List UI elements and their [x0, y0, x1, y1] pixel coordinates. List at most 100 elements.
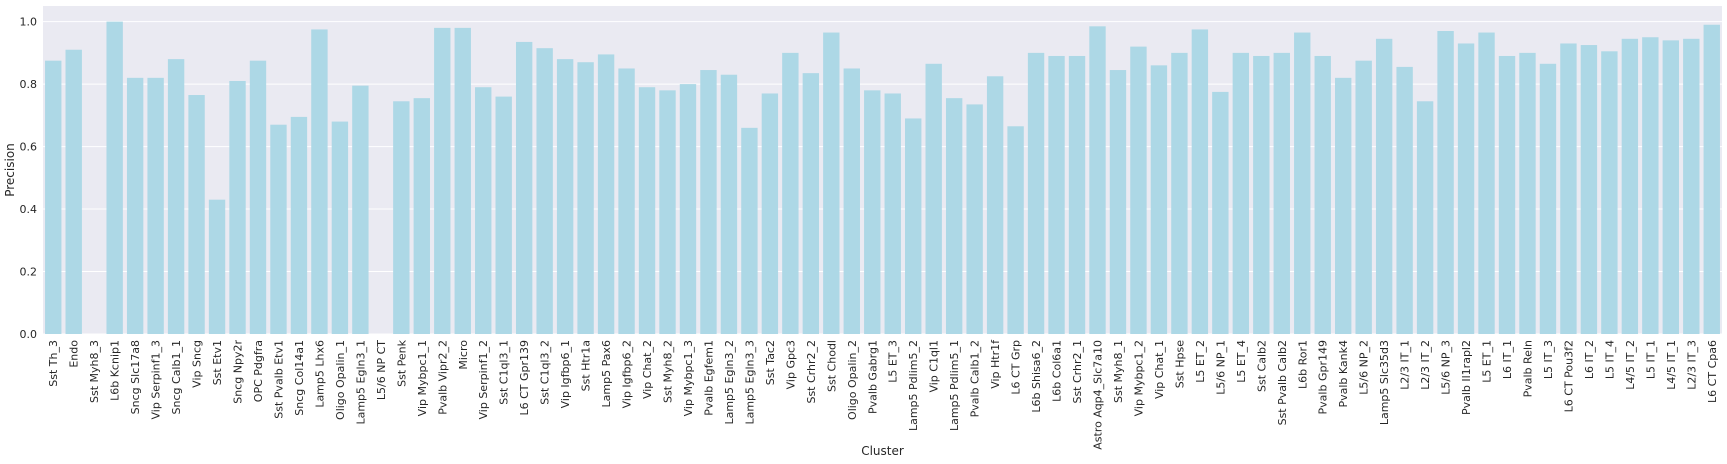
x-tick-label: Oligo Opalin_1 — [334, 340, 347, 420]
x-tick-label: Pvalb Egfem1 — [702, 340, 715, 416]
bar — [1355, 60, 1372, 335]
x-tick-label: Endo — [68, 340, 81, 368]
y-tick-label: 1.0 — [20, 16, 38, 29]
bar — [1212, 91, 1229, 335]
bar — [270, 124, 287, 334]
bar — [1150, 65, 1168, 334]
bar — [434, 27, 451, 334]
y-tick-label: 0.8 — [20, 78, 38, 91]
bar — [925, 63, 942, 335]
bar — [905, 118, 922, 334]
x-tick-label: Vip Htr1f — [989, 339, 1002, 389]
x-tick-label: Sst Myh8_2 — [662, 340, 675, 403]
x-tick-label: Vip Serpinf1_2 — [477, 340, 490, 419]
bar — [1294, 32, 1311, 335]
y-tick-labels: 0.0 0.2 0.4 0.6 0.8 1.0 — [20, 16, 38, 341]
bar — [1068, 55, 1086, 334]
x-tick-label: Sst Tac2 — [764, 340, 777, 385]
x-tick-label: L6 CT Cpa6 — [1706, 340, 1719, 403]
x-tick-label: Pvalb Calb1_2 — [969, 340, 982, 417]
bar — [515, 41, 533, 335]
bar — [1498, 55, 1516, 334]
bar — [1191, 29, 1209, 335]
bar — [1683, 38, 1700, 335]
x-tick-label: Micro — [457, 340, 470, 370]
bar — [1109, 70, 1127, 335]
bar — [1314, 55, 1331, 334]
bar — [1416, 101, 1434, 335]
x-tick-label: Sncg Col14a1 — [293, 340, 306, 416]
bar — [843, 68, 860, 334]
bar — [413, 98, 430, 335]
bar — [1396, 66, 1413, 335]
x-tick-label: OPC Pdgfra — [252, 340, 265, 402]
bar — [311, 29, 328, 335]
x-tick-label: Vip Chat_1 — [1153, 340, 1166, 399]
y-tick-label: 0.0 — [20, 328, 38, 341]
bar — [229, 80, 246, 334]
bar — [1457, 43, 1475, 334]
bar — [597, 54, 615, 335]
x-tick-label: L6 IT_2 — [1583, 340, 1596, 379]
x-tick-label: L4/5 IT_2 — [1624, 340, 1637, 390]
bar — [1478, 32, 1495, 335]
x-tick-label: L5 ET_2 — [1194, 340, 1207, 383]
x-tick-label: Vip Mybpc1_2 — [1132, 340, 1145, 416]
y-tick-label: 0.4 — [20, 203, 38, 216]
bar — [1007, 126, 1024, 335]
x-tick-label: Vip Gpc3 — [784, 340, 797, 389]
bar — [741, 127, 758, 334]
x-tick-label: Vip Serpinf1_3 — [150, 340, 163, 419]
x-tick-label: L6b Kcnip1 — [109, 340, 122, 401]
bar — [1539, 63, 1557, 335]
x-tick-label: Sncg Npy2r — [232, 340, 245, 404]
x-tick-label: L5 ET_3 — [887, 340, 900, 383]
bar — [393, 101, 410, 335]
x-axis-label: Cluster — [861, 444, 904, 458]
bar — [495, 96, 512, 334]
x-tick-label: Sst Pvalb Calb2 — [1276, 340, 1289, 425]
x-tick-label: Sst Calb2 — [1255, 340, 1268, 392]
x-tick-label: L6b Shisa6_2 — [1030, 340, 1043, 413]
x-tick-label: Sst Myh8_3 — [88, 340, 101, 403]
x-tick-label: L5 ET_4 — [1235, 340, 1248, 383]
x-tick-label: L6 IT_1 — [1501, 340, 1514, 379]
bar — [1580, 45, 1598, 335]
x-tick-label: L6b Col6a1 — [1051, 340, 1064, 402]
bar — [1232, 52, 1250, 334]
x-tick-label: Vip Chat_2 — [641, 340, 654, 399]
x-tick-label: Vip Mybpc1_3 — [682, 340, 695, 416]
bar — [475, 87, 492, 334]
x-tick-label: L5/6 NP_1 — [1214, 340, 1227, 395]
bar — [1027, 52, 1045, 334]
x-tick-label: L6 CT Gpr139 — [518, 340, 531, 416]
x-tick-label: L2/3 IT_3 — [1685, 340, 1698, 390]
bar — [188, 95, 205, 335]
bar — [126, 77, 144, 334]
bar — [1560, 43, 1577, 334]
bar — [352, 85, 369, 335]
x-tick-label: Sst Htr1a — [580, 340, 593, 391]
x-tick-label: Sst Penk — [395, 339, 408, 387]
x-tick-label: Sst Th_3 — [47, 340, 60, 387]
bar — [249, 60, 267, 335]
bar — [700, 70, 717, 335]
bar — [823, 32, 840, 335]
x-tick-label: Sncg Calb1_1 — [170, 340, 183, 414]
x-tick-label: L5 IT_4 — [1603, 340, 1616, 379]
x-tick-label: Lamp5 Pdlim5_1 — [948, 340, 961, 431]
bar — [1089, 26, 1106, 335]
x-tick-label: Sst Etv1 — [211, 340, 224, 385]
x-tick-label: Pvalb Vipr2_2 — [436, 340, 449, 415]
bar — [618, 68, 635, 334]
bar — [945, 98, 963, 335]
bar — [454, 27, 471, 334]
x-tick-label: L5/6 NP CT — [375, 340, 388, 400]
x-tick-label: Pvalb Reln — [1521, 340, 1534, 397]
x-tick-label: Vip Mybpc1_1 — [416, 340, 429, 416]
x-tick-label: Lamp5 Pdlim5_2 — [907, 340, 920, 431]
bar — [167, 59, 185, 334]
bar — [65, 49, 82, 334]
x-tick-label: Vip C1ql1 — [928, 340, 941, 393]
bar — [782, 52, 799, 334]
